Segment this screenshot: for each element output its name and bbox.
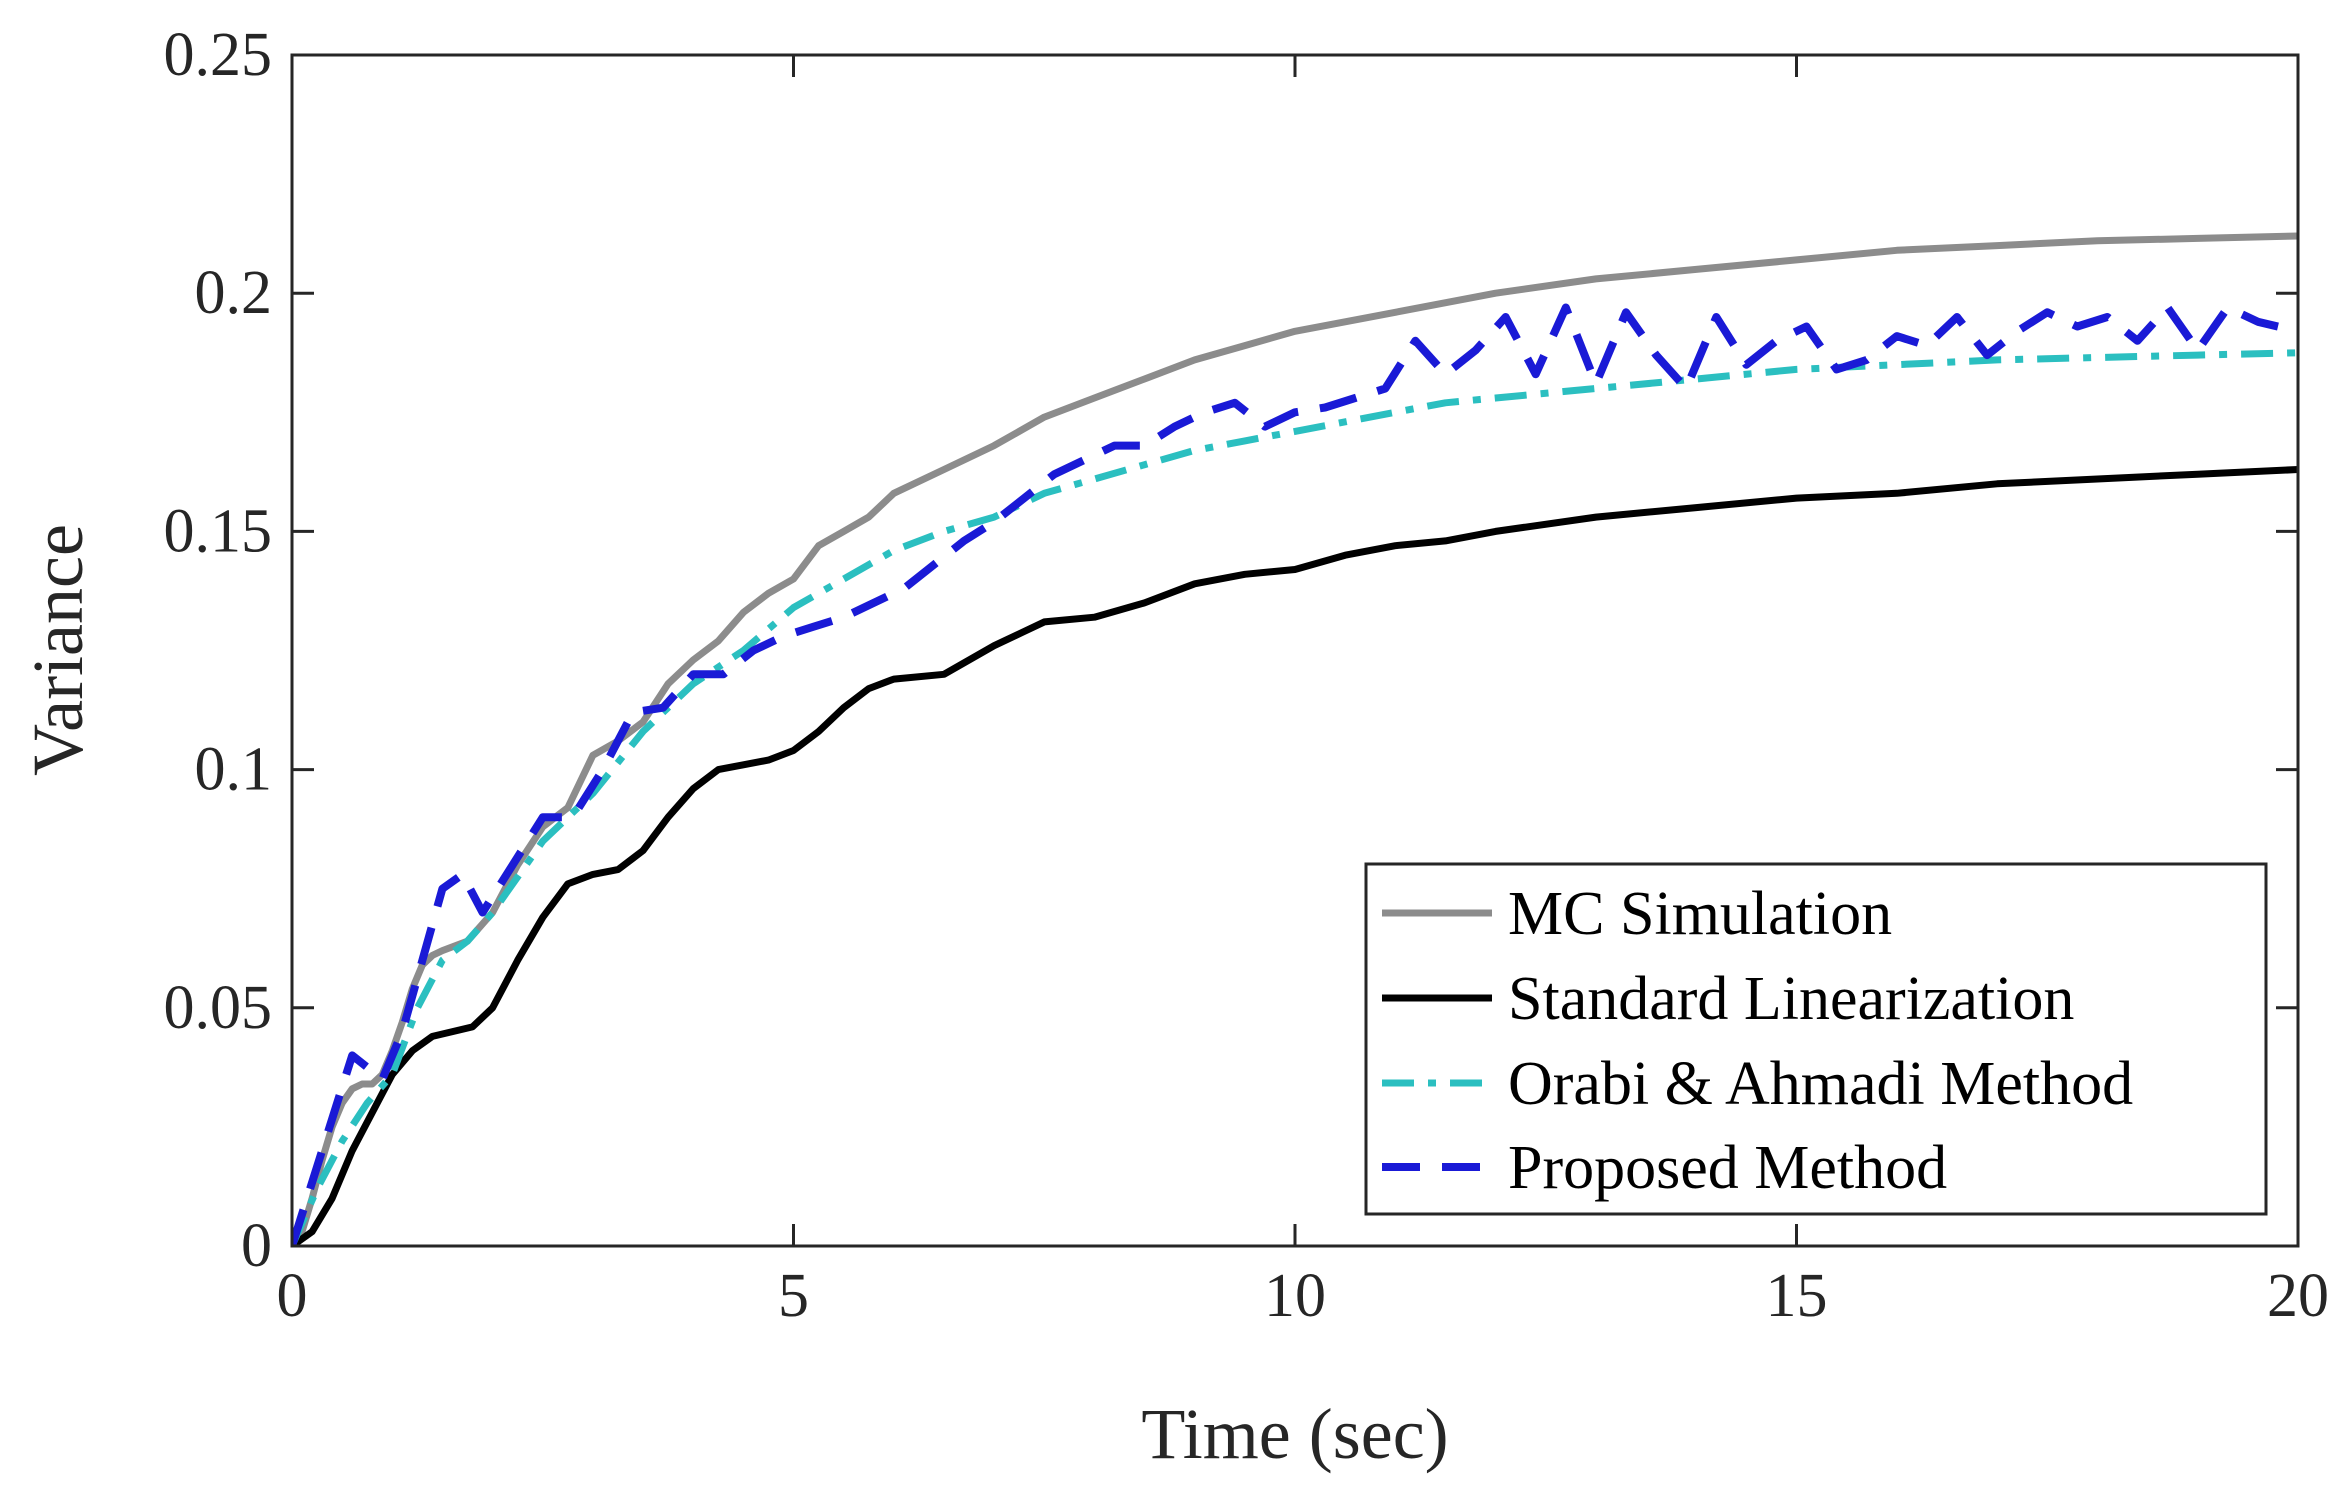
y-tick-label: 0.25	[164, 21, 273, 89]
tick-group: 0 5 10 15 20 0 0.05 0.1 0.15 0.2 0.25	[164, 21, 2330, 1330]
x-axis-title: Time (sec)	[1141, 1394, 1448, 1474]
legend-label-standard-linearization: Standard Linearization	[1508, 965, 2074, 1033]
y-tick-label: 0.1	[195, 736, 273, 804]
y-axis-title: Variance	[18, 524, 98, 776]
legend-label-proposed-method: Proposed Method	[1508, 1134, 1947, 1202]
y-tick-label: 0.05	[164, 974, 273, 1042]
legend-label-orabi-ahmadi-method: Orabi & Ahmadi Method	[1508, 1050, 2133, 1118]
series-line-standard-linearization	[292, 466, 2298, 1246]
y-tick-label: 0.2	[195, 259, 273, 327]
legend: MC Simulation Standard Linearization Ora…	[1364, 862, 2268, 1216]
y-tick-label: 0.15	[164, 497, 273, 565]
series-line-proposed-method	[292, 303, 2298, 1246]
series-line-orabi-ahmadi-method	[292, 349, 2298, 1246]
legend-box	[1364, 862, 2268, 1216]
x-tick-label: 5	[778, 1262, 809, 1330]
series-group	[292, 232, 2298, 1246]
x-tick-label: 0	[277, 1262, 308, 1330]
y-tick-label: 0	[241, 1212, 272, 1280]
legend-label-mc-simulation: MC Simulation	[1508, 880, 1892, 948]
x-tick-label: 10	[1264, 1262, 1326, 1330]
legend-items: MC Simulation Standard Linearization Ora…	[1382, 880, 2133, 1202]
series-line-mc-simulation	[292, 232, 2298, 1246]
x-tick-label: 20	[2267, 1262, 2329, 1330]
x-tick-label: 15	[1766, 1262, 1828, 1330]
